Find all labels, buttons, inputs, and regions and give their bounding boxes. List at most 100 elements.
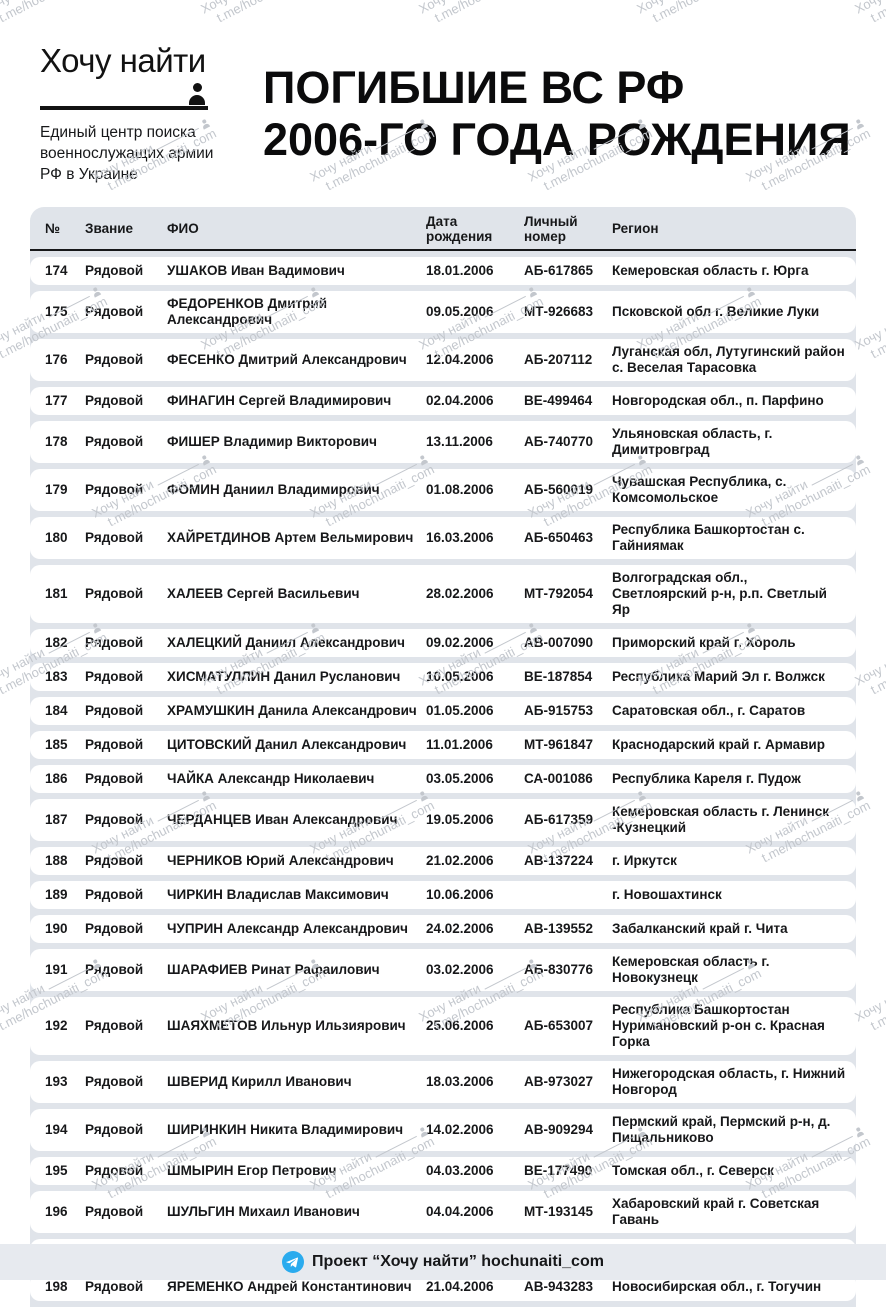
cell-rank: Рядовой [85,263,144,278]
col-header-dob: Дата рождения [426,213,493,244]
cell-number: 194 [45,1122,68,1137]
cell-number: 187 [45,812,68,827]
cell-full-name: ФИНАГИН Сергей Владимирович [167,393,392,408]
cell-number: 176 [45,352,68,367]
cell-region: Республика Башкортостан Нуримановский р-… [612,1002,825,1049]
table-row: 183 Рядовой ХИСМАТУЛЛИН Данил Русланович… [30,663,856,691]
cell-birth-date: 09.02.2006 [426,635,494,650]
cell-personal-number: АБ-653007 [524,1018,593,1033]
cell-birth-date: 18.03.2006 [426,1074,494,1089]
cell-full-name: ЧУПРИН Александр Александрович [167,921,408,936]
cell-full-name: ХАЙРЕТДИНОВ Артем Вельмирович [167,530,414,545]
cell-full-name: ХАЛЕЕВ Сергей Васильевич [167,586,360,601]
cell-rank: Рядовой [85,1279,144,1294]
cell-region: Новгородская обл., п. Парфино [612,393,824,408]
cell-full-name: ХИСМАТУЛЛИН Данил Русланович [167,669,401,684]
table-row: 190 Рядовой ЧУПРИН Александр Александров… [30,915,856,943]
cell-number: 175 [45,304,68,319]
cell-birth-date: 02.04.2006 [426,393,494,408]
cell-region: Республика Башкортостан с. Гайниямак [612,522,805,553]
cell-number: 198 [45,1279,68,1294]
cell-region: Луганская обл, Лутугинский район с. Весе… [612,344,845,375]
table-row: 196 Рядовой ШУЛЬГИН Михаил Иванович 04.0… [30,1191,856,1233]
cell-full-name: ХРАМУШКИН Данила Александрович [167,703,417,718]
footer-text: Проект “Хочу найти” hochunaiti_com [312,1253,604,1270]
cell-rank: Рядовой [85,921,144,936]
cell-birth-date: 21.02.2006 [426,853,494,868]
cell-birth-date: 04.03.2006 [426,1163,494,1178]
cell-number: 195 [45,1163,68,1178]
cell-number: 188 [45,853,68,868]
cell-personal-number: АВ-137224 [524,853,594,868]
cell-number: 179 [45,482,68,497]
cell-region: Приморский край г. Хороль [612,635,796,650]
cell-birth-date: 28.02.2006 [426,586,494,601]
cell-region: Забалканский край г. Чита [612,921,788,936]
cell-personal-number: АБ-650463 [524,530,593,545]
cell-personal-number: АВ-909294 [524,1122,594,1137]
cell-birth-date: 03.05.2006 [426,771,494,786]
cell-personal-number: АВ-973027 [524,1074,594,1089]
page-title-line1: ПОГИБШИЕ ВС РФ [263,62,685,113]
cell-birth-date: 04.04.2006 [426,1204,494,1219]
cell-birth-date: 03.02.2006 [426,962,494,977]
cell-number: 180 [45,530,68,545]
cell-full-name: ШИРИНКИН Никита Владимирович [167,1122,404,1137]
cell-full-name: ЧИРКИН Владислав Максимович [167,887,389,902]
cell-personal-number: СА-001086 [524,771,593,786]
table-header-row: № Звание ФИО Дата рождения Личный номер … [30,207,856,251]
cell-region: Ульяновская область, г. Димитровград [612,426,773,457]
table-row: 179 Рядовой ФОМИН Даниил Владимирович 01… [30,469,856,511]
cell-rank: Рядовой [85,1204,144,1219]
cell-rank: Рядовой [85,304,144,319]
cell-region: Кемеровская область г. Юрга [612,263,809,278]
table-row: 188 Рядовой ЧЕРНИКОВ Юрий Александрович … [30,847,856,875]
page-header: Хочу найти Единый центр поиска военнослу… [0,0,886,207]
cell-birth-date: 10.06.2006 [426,887,494,902]
cell-number: 184 [45,703,68,718]
cell-rank: Рядовой [85,1074,144,1089]
cell-region: Новосибирская обл., г. Тогучин [612,1279,822,1294]
table-row: 187 Рядовой ЧЕРДАНЦЕВ Иван Александрович… [30,799,856,841]
table-row: 181 Рядовой ХАЛЕЕВ Сергей Васильевич 28.… [30,565,856,623]
cell-full-name: ЧАЙКА Александр Николаевич [167,771,375,786]
cell-birth-date: 21.04.2006 [426,1279,494,1294]
cell-region: Краснодарский край г. Армавир [612,737,825,752]
table-row: 186 Рядовой ЧАЙКА Александр Николаевич 0… [30,765,856,793]
cell-personal-number: МТ-961847 [524,737,594,752]
col-header-name: ФИО [167,221,199,236]
cell-region: Псковской обл г. Великие Луки [612,304,820,319]
cell-personal-number: АБ-207112 [524,352,593,367]
cell-full-name: ФИШЕР Владимир Викторович [167,434,377,449]
logo-subtitle: Единый центр поиска военнослужащих армии… [40,124,214,183]
cell-number: 186 [45,771,68,786]
table-row: 182 Рядовой ХАЛЕЦКИЙ Даниил Александрови… [30,629,856,657]
cell-number: 191 [45,962,68,977]
table-body: 174 Рядовой УШАКОВ Иван Вадимович 18.01.… [30,251,856,1301]
cell-personal-number: МТ-792054 [524,586,594,601]
cell-full-name: ШАРАФИЕВ Ринат Рафаилович [167,962,380,977]
cell-number: 193 [45,1074,68,1089]
cell-full-name: ШМЫРИН Егор Петрович [167,1163,337,1178]
table-row: 177 Рядовой ФИНАГИН Сергей Владимирович … [30,387,856,415]
cell-birth-date: 18.01.2006 [426,263,494,278]
col-header-num: № [45,221,61,236]
cell-number: 196 [45,1204,68,1219]
cell-rank: Рядовой [85,1163,144,1178]
cell-region: Чувашская Республика, с. Комсомольское [612,474,787,505]
logo-title: Хочу найти [40,42,206,79]
cell-personal-number: АВ-139552 [524,921,594,936]
table-row: 193 Рядовой ШВЕРИД Кирилл Иванович 18.03… [30,1061,856,1103]
cell-birth-date: 19.05.2006 [426,812,494,827]
cell-full-name: ЧЕРДАНЦЕВ Иван Александрович [167,812,398,827]
cell-number: 192 [45,1018,68,1033]
cell-rank: Рядовой [85,482,144,497]
cell-personal-number: АБ-560019 [524,482,593,497]
cell-personal-number: АБ-740770 [524,434,593,449]
cell-full-name: ФЕДОРЕНКОВ Дмитрий Александрович [167,296,328,327]
table-row: 185 Рядовой ЦИТОВСКИЙ Данил Александрови… [30,731,856,759]
cell-personal-number: ВЕ-177490 [524,1163,593,1178]
